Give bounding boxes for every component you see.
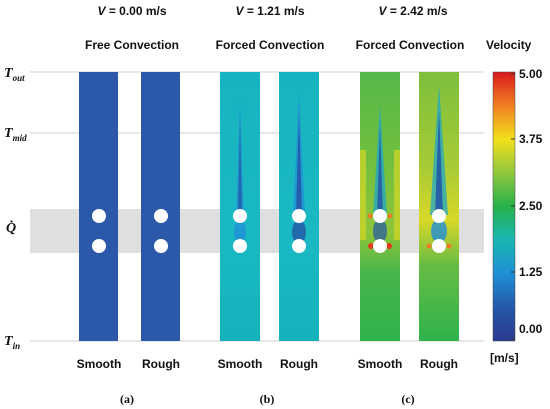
y-label-t-in: Tin [4, 334, 21, 351]
colorbar-title: Velocity [486, 38, 532, 52]
y-label-t-mid: Tmid [4, 126, 27, 143]
velocity-header-a: V = 0.00 m/s [97, 4, 167, 18]
y-label-q: Q̇ [6, 221, 17, 236]
velocity-header-b: V = 1.21 m/s [235, 4, 305, 18]
col-label-a-smooth: Smooth [76, 357, 122, 371]
col-label-a-rough: Rough [142, 357, 180, 371]
col-label-b-smooth: Smooth [217, 357, 263, 371]
colorbar-unit: [m/s] [490, 351, 519, 365]
subtitle-free-convection: Free Convection [84, 38, 180, 52]
channel-a-rough [141, 72, 180, 341]
y-label-t-out: Tout [4, 66, 25, 83]
colorbar-tick-0: 0.00 [519, 322, 543, 336]
colorbar-tick-2-5: 2.50 [519, 199, 543, 213]
velocity-header-c: V = 2.42 m/s [378, 4, 448, 18]
colorbar-tick-1-25: 1.25 [519, 265, 543, 279]
col-label-b-rough: Rough [280, 357, 318, 371]
subtitle-forced-convection-c: Forced Convection [355, 38, 465, 52]
panel-label-c: (c) [401, 392, 415, 406]
panel-label-b: (b) [259, 392, 275, 406]
colorbar-tick-5: 5.00 [519, 67, 543, 81]
panel-label-a: (a) [120, 392, 134, 406]
col-label-c-rough: Rough [420, 357, 458, 371]
colorbar-tick-3-75: 3.75 [519, 132, 543, 146]
channel-a-smooth [79, 72, 118, 341]
col-label-c-smooth: Smooth [357, 357, 403, 371]
subtitle-forced-convection-b: Forced Convection [215, 38, 325, 52]
